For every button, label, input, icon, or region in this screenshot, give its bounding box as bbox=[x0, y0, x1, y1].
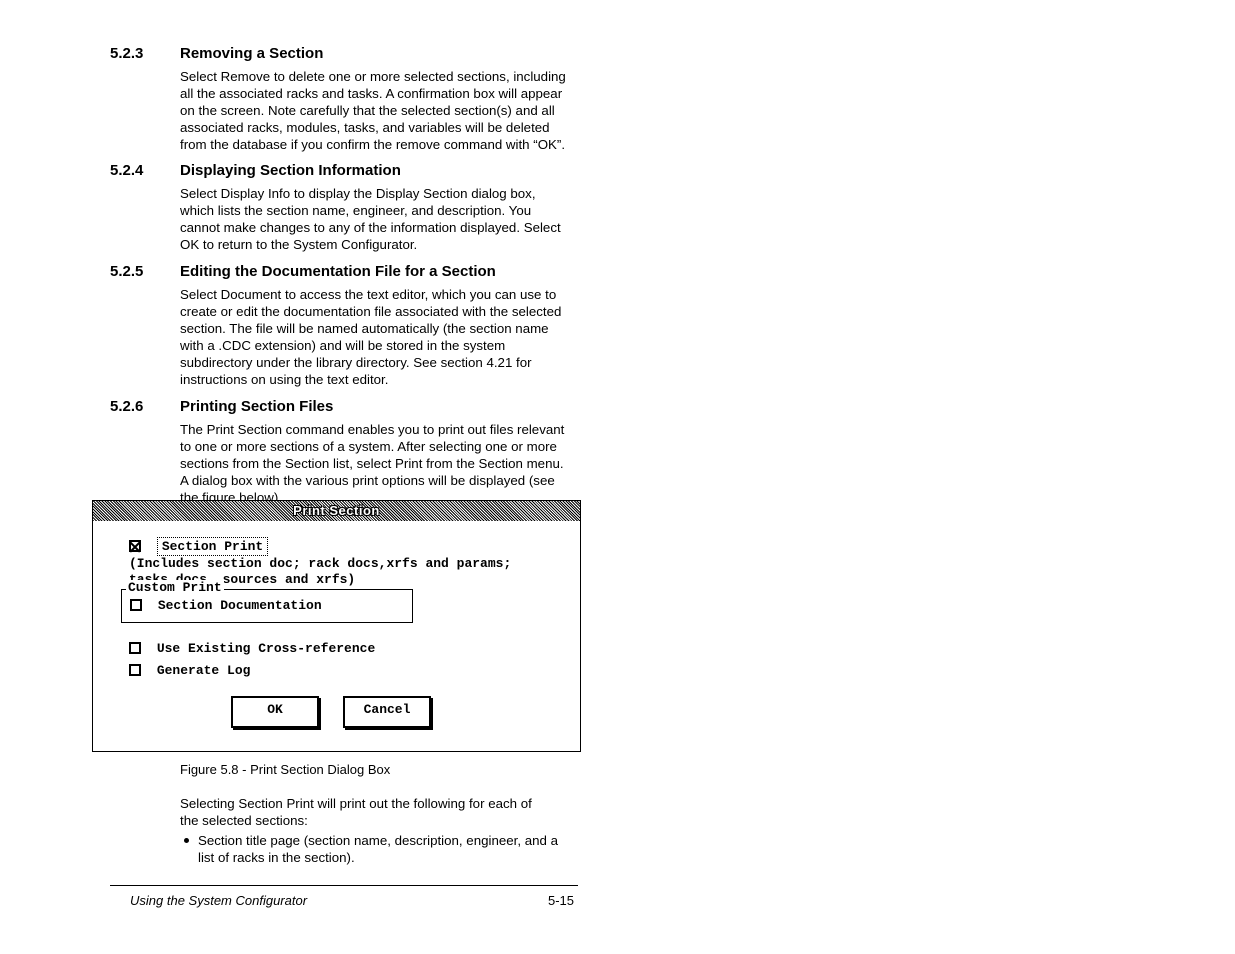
section-body: The Print Section command enables you to… bbox=[180, 421, 570, 506]
use-existing-row: Use Existing Cross-reference bbox=[129, 641, 375, 656]
cancel-button[interactable]: Cancel bbox=[343, 696, 431, 728]
section-number: 5.2.6 bbox=[110, 398, 143, 415]
section-number: 5.2.5 bbox=[110, 263, 143, 280]
section-body: Select Remove to delete one or more sele… bbox=[180, 68, 570, 153]
section-title: Displaying Section Information bbox=[180, 162, 401, 179]
section-print-row: Section Print bbox=[129, 537, 268, 556]
section-print-checkbox[interactable] bbox=[129, 540, 141, 552]
print-section-dialog: Print Section Section Print (Includes se… bbox=[92, 500, 581, 752]
document-page: 5.2.3 Removing a Section Select Remove t… bbox=[0, 0, 1235, 954]
closing-intro: Selecting Section Print will print out t… bbox=[180, 795, 550, 829]
footer-page-number: 5-15 bbox=[548, 893, 574, 908]
section-number: 5.2.3 bbox=[110, 45, 143, 62]
custom-print-legend: Custom Print bbox=[126, 580, 224, 595]
use-existing-label: Use Existing Cross-reference bbox=[157, 641, 375, 656]
section-body: Select Document to access the text edito… bbox=[180, 286, 570, 388]
section-doc-row: Section Documentation bbox=[130, 598, 322, 613]
section-title: Editing the Documentation File for a Sec… bbox=[180, 263, 496, 280]
section-number: 5.2.4 bbox=[110, 162, 143, 179]
section-title: Printing Section Files bbox=[180, 398, 333, 415]
bullet-icon bbox=[184, 838, 189, 843]
footer-left: Using the System Configurator bbox=[130, 893, 307, 908]
section-print-label: Section Print bbox=[157, 537, 268, 556]
generate-log-row: Generate Log bbox=[129, 663, 250, 678]
use-existing-checkbox[interactable] bbox=[129, 642, 141, 654]
dialog-title: Print Section bbox=[93, 501, 580, 521]
generate-log-checkbox[interactable] bbox=[129, 664, 141, 676]
generate-log-label: Generate Log bbox=[157, 663, 251, 678]
ok-button[interactable]: OK bbox=[231, 696, 319, 728]
bullet-text: Section title page (section name, descri… bbox=[198, 832, 568, 866]
footer-rule bbox=[110, 885, 578, 886]
section-body: Select Display Info to display the Displ… bbox=[180, 185, 570, 253]
custom-print-group: Custom Print Section Documentation bbox=[121, 589, 413, 623]
section-title: Removing a Section bbox=[180, 45, 323, 62]
figure-caption: Figure 5.8 - Print Section Dialog Box bbox=[180, 762, 480, 777]
section-doc-checkbox[interactable] bbox=[130, 599, 142, 611]
section-doc-label: Section Documentation bbox=[158, 598, 322, 613]
